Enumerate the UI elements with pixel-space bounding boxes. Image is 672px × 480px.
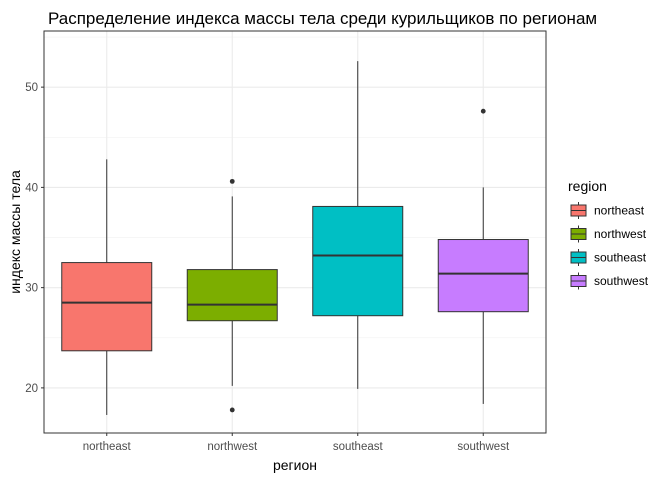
y-axis-title: индекс массы тела [7, 170, 23, 294]
boxes [61, 61, 529, 415]
plot-background [44, 31, 546, 433]
outlier-point [480, 108, 486, 114]
y-tick-label: 20 [25, 383, 38, 395]
box-southeast [312, 61, 404, 389]
legend-label: southeast [594, 251, 647, 265]
x-tick-label: southeast [333, 441, 384, 453]
y-tick-label: 50 [25, 82, 38, 94]
box-iqr [61, 262, 153, 352]
box-iqr [437, 239, 529, 313]
plot-panel [43, 30, 547, 434]
legend-item-northwest: northwest [570, 225, 647, 243]
y-tick-label: 40 [25, 182, 38, 194]
outlier-point [229, 178, 235, 184]
box-northeast [61, 159, 153, 415]
outlier-point [229, 407, 235, 413]
y-tick-label: 30 [25, 283, 38, 295]
legend-label: southwest [594, 274, 649, 288]
box-northwest [186, 178, 278, 413]
box-southwest [437, 108, 529, 404]
legend-item-southwest: southwest [570, 272, 649, 290]
x-tick-label: northwest [207, 441, 258, 453]
axes: 20 30 40 50 northeast northwest southeast south… [25, 82, 510, 453]
chart-title: Распределение индекса массы тела среди к… [48, 9, 597, 28]
legend-label: northwest [594, 227, 647, 241]
x-tick-label: northeast [83, 441, 132, 453]
box-iqr [186, 269, 278, 322]
legend-item-northeast: northeast [570, 202, 645, 219]
legend: region northeast northwest southeast southw… [568, 178, 649, 290]
box-iqr [312, 205, 404, 317]
legend-item-southeast: southeast [570, 249, 647, 266]
x-tick-label: southwest [457, 441, 510, 453]
legend-label: northeast [594, 204, 645, 218]
x-axis-title: регион [273, 457, 317, 473]
legend-title: region [568, 178, 607, 194]
grid-lines [44, 31, 546, 433]
